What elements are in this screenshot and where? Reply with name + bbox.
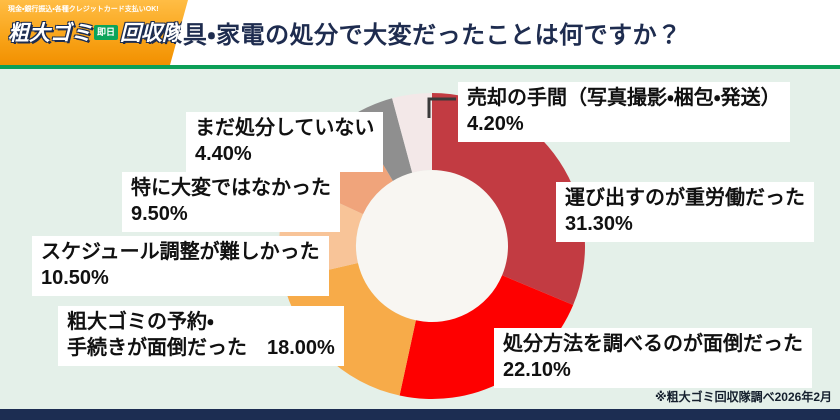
callout-booking: 粗大ゴミの予約・ 手続きが面倒だった 18.00% <box>58 306 344 366</box>
donut-segment-7 <box>392 93 432 173</box>
donut-hole <box>356 170 508 322</box>
logo-tagline: 現金・銀行振込・各種クレジットカード支払いOK! <box>8 6 159 13</box>
callout-carry: 運び出すのが重労働だった 31.30% <box>556 182 814 242</box>
callout-notyet-label: まだ処分していない <box>195 117 375 139</box>
site-logo: 現金・銀行振込・各種クレジットカード支払いOK! 粗大ゴミ 即日 回収隊! <box>0 0 188 65</box>
callout-booking-value: 手続きが面倒だった 18.00% <box>67 337 335 359</box>
donut-segment-1 <box>432 93 585 305</box>
callout-research-value: 22.10% <box>503 359 571 381</box>
callout-sell: 売却の手間（写真撮影・梱包・発送） 4.20% <box>458 82 790 142</box>
callout-research-label: 処分方法を調べるのが面倒だった <box>503 333 803 355</box>
callout-nothard-label: 特に大変ではなかった <box>131 177 331 199</box>
donut-segment-3 <box>282 263 416 396</box>
logo-title-left: 粗大ゴミ <box>8 22 92 45</box>
callout-booking-label: 粗大ゴミの予約・ <box>67 311 214 333</box>
logo-badge: 即日 <box>94 25 118 40</box>
bottom-bar <box>0 409 840 420</box>
page-title: 家具・家電の処分で大変だったことは何ですか？ <box>158 22 682 49</box>
callout-notyet: まだ処分していない 4.40% <box>186 112 384 172</box>
callout-schedule: スケジュール調整が難しかった 10.50% <box>32 236 329 296</box>
header-divider <box>0 65 840 69</box>
callout-research: 処分方法を調べるのが面倒だった 22.10% <box>494 328 812 388</box>
callout-carry-label: 運び出すのが重労働だった <box>565 187 805 209</box>
callout-notyet-value: 4.40% <box>195 143 252 165</box>
donut-segment-2 <box>399 275 574 399</box>
callout-nothard: 特に大変ではなかった 9.50% <box>122 172 340 232</box>
source-note: ※粗大ゴミ回収隊調べ2026年2月 <box>654 390 832 404</box>
callout-nothard-value: 9.50% <box>131 203 188 225</box>
callout-carry-value: 31.30% <box>565 213 633 235</box>
callout-sell-label: 売却の手間（写真撮影・梱包・発送） <box>467 87 781 109</box>
callout-sell-value: 4.20% <box>467 113 524 135</box>
logo-title: 粗大ゴミ 即日 回収隊! <box>8 17 180 47</box>
callout-schedule-value: 10.50% <box>41 267 109 289</box>
callout-schedule-label: スケジュール調整が難しかった <box>41 241 320 263</box>
logo-title-right: 回収隊! <box>120 22 191 45</box>
